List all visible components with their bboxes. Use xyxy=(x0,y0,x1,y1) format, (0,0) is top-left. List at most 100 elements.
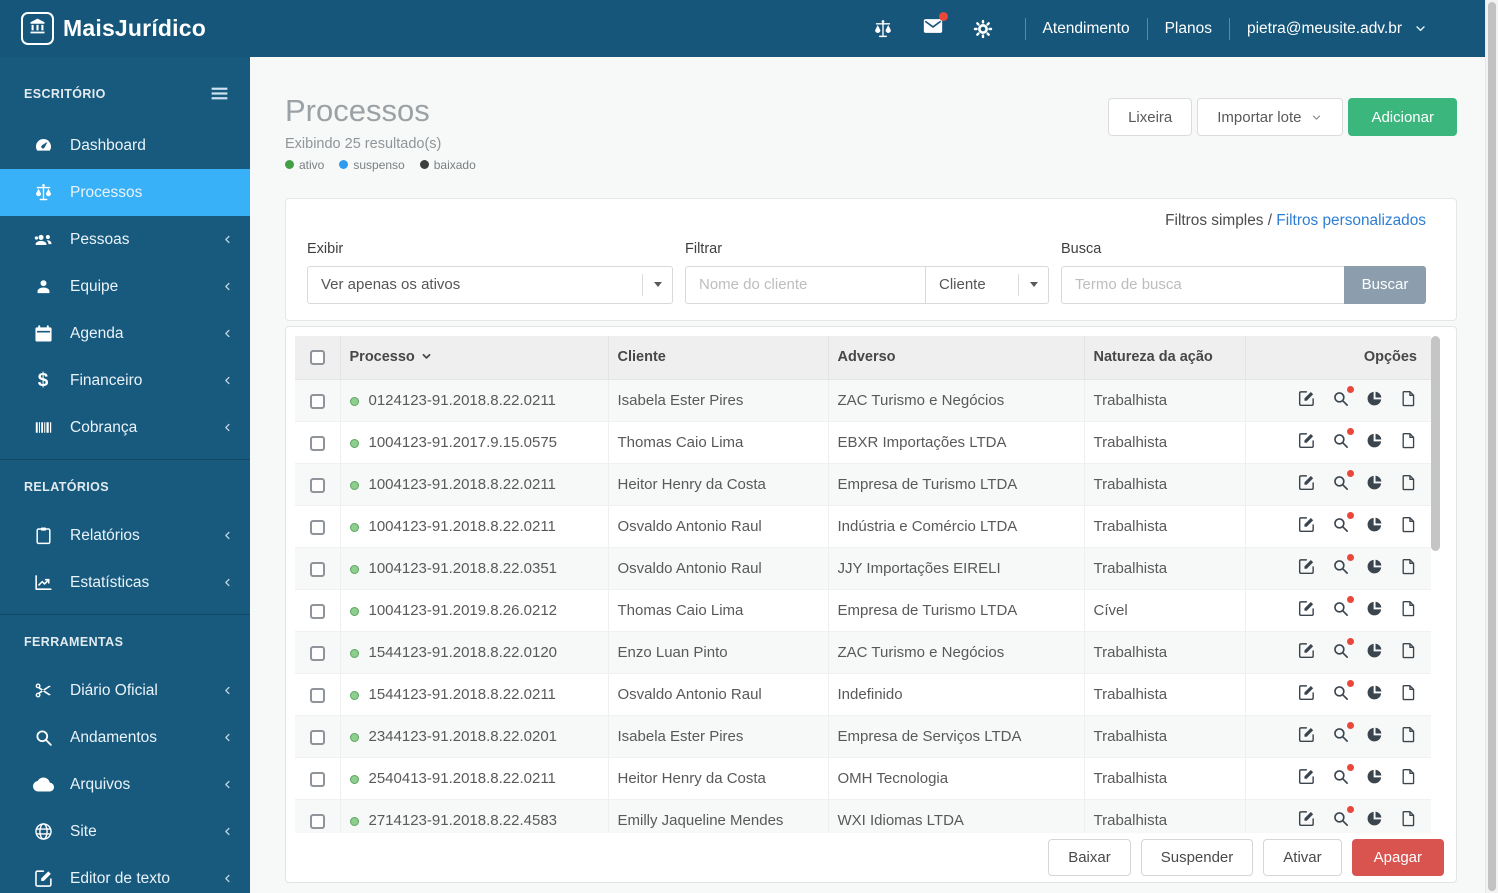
adicionar-button[interactable]: Adicionar xyxy=(1348,98,1457,136)
processo-cell[interactable]: 1004123-91.2018.8.22.0351 xyxy=(340,547,609,591)
select-all-checkbox[interactable] xyxy=(309,350,325,366)
menu-toggle-icon[interactable] xyxy=(209,83,230,104)
search-alert-icon[interactable] xyxy=(1331,764,1354,790)
document-icon[interactable] xyxy=(1399,641,1418,664)
row-checkbox[interactable] xyxy=(309,561,325,577)
processo-cell[interactable]: 2540413-91.2018.8.22.0211 xyxy=(340,757,609,801)
row-checkbox[interactable] xyxy=(309,771,325,787)
table-scrollbar[interactable] xyxy=(1431,335,1440,833)
row-checkbox[interactable] xyxy=(309,519,325,535)
sidebar-item-agenda[interactable]: Agenda xyxy=(0,310,250,357)
row-checkbox[interactable] xyxy=(309,393,325,409)
col-natureza[interactable]: Natureza da ação xyxy=(1084,335,1246,381)
document-icon[interactable] xyxy=(1399,599,1418,622)
cliente-select[interactable]: Cliente xyxy=(925,265,1049,304)
mail-icon[interactable] xyxy=(922,12,948,42)
pie-chart-icon[interactable] xyxy=(1365,767,1384,790)
edit-icon[interactable] xyxy=(1297,683,1316,706)
search-alert-icon[interactable] xyxy=(1331,470,1354,496)
document-icon[interactable] xyxy=(1399,431,1418,454)
edit-icon[interactable] xyxy=(1297,473,1316,496)
search-alert-icon[interactable] xyxy=(1331,806,1354,832)
sidebar-item-estatisticas[interactable]: Estatísticas xyxy=(0,559,250,606)
sidebar-item-arquivos[interactable]: Arquivos xyxy=(0,761,250,808)
edit-icon[interactable] xyxy=(1297,641,1316,664)
edit-icon[interactable] xyxy=(1297,599,1316,622)
pie-chart-icon[interactable] xyxy=(1365,557,1384,580)
table-scrollbar-thumb[interactable] xyxy=(1431,335,1440,551)
sidebar-item-financeiro[interactable]: $ Financeiro xyxy=(0,357,250,404)
sidebar-item-site[interactable]: Site xyxy=(0,808,250,855)
sidebar-item-diario-oficial[interactable]: Diário Oficial xyxy=(0,667,250,714)
edit-icon[interactable] xyxy=(1297,767,1316,790)
processo-cell[interactable]: 2714123-91.2018.8.22.4583 xyxy=(340,799,609,833)
edit-icon[interactable] xyxy=(1297,515,1316,538)
termo-busca-input[interactable] xyxy=(1061,265,1345,304)
search-alert-icon[interactable] xyxy=(1331,596,1354,622)
edit-icon[interactable] xyxy=(1297,725,1316,748)
gear-icon[interactable] xyxy=(972,18,994,40)
sidebar-item-relatorios[interactable]: Relatórios xyxy=(0,512,250,559)
processo-cell[interactable]: 1544123-91.2018.8.22.0120 xyxy=(340,631,609,675)
row-checkbox[interactable] xyxy=(309,603,325,619)
sidebar-item-pessoas[interactable]: Pessoas xyxy=(0,216,250,263)
nav-planos[interactable]: Planos xyxy=(1164,19,1212,37)
col-processo[interactable]: Processo xyxy=(340,335,609,381)
importar-lote-button[interactable]: Importar lote xyxy=(1197,98,1344,136)
document-icon[interactable] xyxy=(1399,809,1418,832)
document-icon[interactable] xyxy=(1399,515,1418,538)
row-checkbox[interactable] xyxy=(309,645,325,661)
pie-chart-icon[interactable] xyxy=(1365,809,1384,832)
filtros-personalizados-link[interactable]: Filtros personalizados xyxy=(1276,211,1426,229)
processo-cell[interactable]: 0124123-91.2018.8.22.0211 xyxy=(340,379,609,423)
edit-icon[interactable] xyxy=(1297,557,1316,580)
search-alert-icon[interactable] xyxy=(1331,512,1354,538)
ativar-button[interactable]: Ativar xyxy=(1263,838,1342,876)
baixar-button[interactable]: Baixar xyxy=(1048,838,1131,876)
brand[interactable]: MaisJurídico xyxy=(0,12,206,45)
page-scrollbar-thumb[interactable] xyxy=(1488,2,1496,891)
pie-chart-icon[interactable] xyxy=(1365,473,1384,496)
search-alert-icon[interactable] xyxy=(1331,722,1354,748)
edit-icon[interactable] xyxy=(1297,431,1316,454)
pie-chart-icon[interactable] xyxy=(1365,515,1384,538)
search-alert-icon[interactable] xyxy=(1331,680,1354,706)
pie-chart-icon[interactable] xyxy=(1365,725,1384,748)
row-checkbox[interactable] xyxy=(309,687,325,703)
col-adverso[interactable]: Adverso xyxy=(828,335,1085,381)
document-icon[interactable] xyxy=(1399,767,1418,790)
pie-chart-icon[interactable] xyxy=(1365,431,1384,454)
page-scrollbar[interactable] xyxy=(1485,0,1498,893)
document-icon[interactable] xyxy=(1399,389,1418,412)
processo-cell[interactable]: 1004123-91.2019.8.26.0212 xyxy=(340,589,609,633)
lixeira-button[interactable]: Lixeira xyxy=(1108,98,1193,136)
scale-icon[interactable] xyxy=(872,18,894,40)
sidebar-item-equipe[interactable]: Equipe xyxy=(0,263,250,310)
row-checkbox[interactable] xyxy=(309,729,325,745)
sidebar-item-dashboard[interactable]: Dashboard xyxy=(0,122,250,169)
apagar-button[interactable]: Apagar xyxy=(1351,838,1444,876)
document-icon[interactable] xyxy=(1399,725,1418,748)
user-menu[interactable]: pietra@meusite.adv.br xyxy=(1247,20,1428,38)
sidebar-item-andamentos[interactable]: Andamentos xyxy=(0,714,250,761)
row-checkbox[interactable] xyxy=(309,477,325,493)
nome-cliente-input[interactable] xyxy=(685,265,926,304)
buscar-button[interactable]: Buscar xyxy=(1344,265,1426,304)
document-icon[interactable] xyxy=(1399,557,1418,580)
filtros-simples-link[interactable]: Filtros simples xyxy=(1165,211,1264,229)
processo-cell[interactable]: 1544123-91.2018.8.22.0211 xyxy=(340,673,609,717)
processo-cell[interactable]: 1004123-91.2018.8.22.0211 xyxy=(340,463,609,507)
search-alert-icon[interactable] xyxy=(1331,428,1354,454)
search-alert-icon[interactable] xyxy=(1331,554,1354,580)
document-icon[interactable] xyxy=(1399,473,1418,496)
pie-chart-icon[interactable] xyxy=(1365,599,1384,622)
pie-chart-icon[interactable] xyxy=(1365,389,1384,412)
processo-cell[interactable]: 1004123-91.2018.8.22.0211 xyxy=(340,505,609,549)
edit-icon[interactable] xyxy=(1297,389,1316,412)
search-alert-icon[interactable] xyxy=(1331,638,1354,664)
pie-chart-icon[interactable] xyxy=(1365,683,1384,706)
sidebar-item-processos[interactable]: Processos xyxy=(0,169,250,216)
processo-cell[interactable]: 1004123-91.2017.9.15.0575 xyxy=(340,421,609,465)
sidebar-item-editor-de-texto[interactable]: Editor de texto xyxy=(0,855,250,893)
processo-cell[interactable]: 2344123-91.2018.8.22.0201 xyxy=(340,715,609,759)
